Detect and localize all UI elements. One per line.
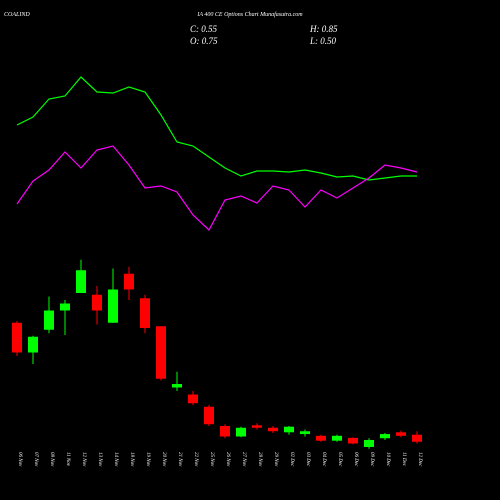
candle-body	[28, 336, 38, 353]
candle-body	[92, 294, 102, 311]
x-tick-label: 09 Dec	[369, 452, 374, 467]
candle-body	[364, 440, 374, 447]
x-tick-label: 27 Nov	[241, 452, 246, 467]
x-tick-label: 07 Nov	[33, 452, 38, 467]
candle-body	[236, 427, 246, 437]
x-tick-label: 06 Nov	[17, 452, 22, 467]
candle-body	[156, 326, 166, 379]
x-tick-label: 05 Dec	[337, 452, 342, 467]
close-label: C: 0.55	[190, 24, 218, 34]
candle-body	[44, 310, 54, 330]
x-tick-label: 11 Nov	[65, 452, 70, 467]
x-tick-label: 12 Nov	[81, 452, 86, 467]
candle-body	[316, 435, 326, 441]
x-tick-label: 22 Nov	[193, 452, 198, 467]
x-tick-label: 19 Nov	[145, 452, 150, 467]
candle-body	[220, 426, 230, 437]
candle-body	[300, 431, 310, 435]
x-tick-label: 28 Nov	[257, 452, 262, 467]
x-tick-label: 11 Dec	[401, 452, 406, 467]
indicator-line	[16, 76, 417, 181]
candle-body	[108, 289, 118, 323]
x-tick-label: 12 Dec	[417, 452, 422, 467]
x-tick-label: 21 Nov	[177, 452, 182, 467]
candle-body	[76, 270, 86, 293]
candle-body	[140, 298, 150, 328]
candle-body	[124, 273, 134, 290]
x-tick-label: 29 Nov	[273, 452, 278, 467]
chart-subtitle: IA 400 CE Options Chart Munafasutra.com	[196, 11, 303, 18]
candle-body	[60, 303, 70, 311]
indicator-line	[16, 145, 418, 231]
candle-body	[252, 425, 262, 428]
x-tick-label: 14 Nov	[113, 452, 118, 467]
candle-body	[188, 394, 198, 404]
candle-body	[380, 434, 390, 439]
low-label: L: 0.50	[309, 36, 337, 46]
candle-body	[412, 434, 422, 442]
open-label: O: 0.75	[190, 36, 218, 46]
x-tick-label: 03 Dec	[305, 452, 310, 467]
candle-body	[172, 384, 182, 388]
candle-body	[268, 427, 278, 432]
candle-body	[396, 432, 406, 436]
candle-body	[284, 426, 294, 433]
x-tick-label: 04 Dec	[321, 452, 326, 467]
x-tick-label: 13 Nov	[97, 452, 102, 467]
candle-body	[348, 437, 358, 444]
candle-body	[332, 435, 342, 441]
x-tick-label: 20 Nov	[161, 452, 166, 467]
candle-body	[204, 406, 214, 425]
x-tick-label: 06 Dec	[353, 452, 358, 467]
high-label: H: 0.85	[309, 24, 338, 34]
x-tick-label: 10 Dec	[385, 452, 390, 467]
x-tick-label: 08 Nov	[49, 452, 54, 467]
x-tick-label: 26 Nov	[225, 452, 230, 467]
x-tick-label: 25 Nov	[209, 452, 214, 467]
candle-body	[12, 322, 22, 353]
x-tick-label: 02 Dec	[289, 452, 294, 467]
chart-title: COALIND	[4, 12, 30, 18]
x-tick-label: 18 Nov	[129, 452, 134, 467]
